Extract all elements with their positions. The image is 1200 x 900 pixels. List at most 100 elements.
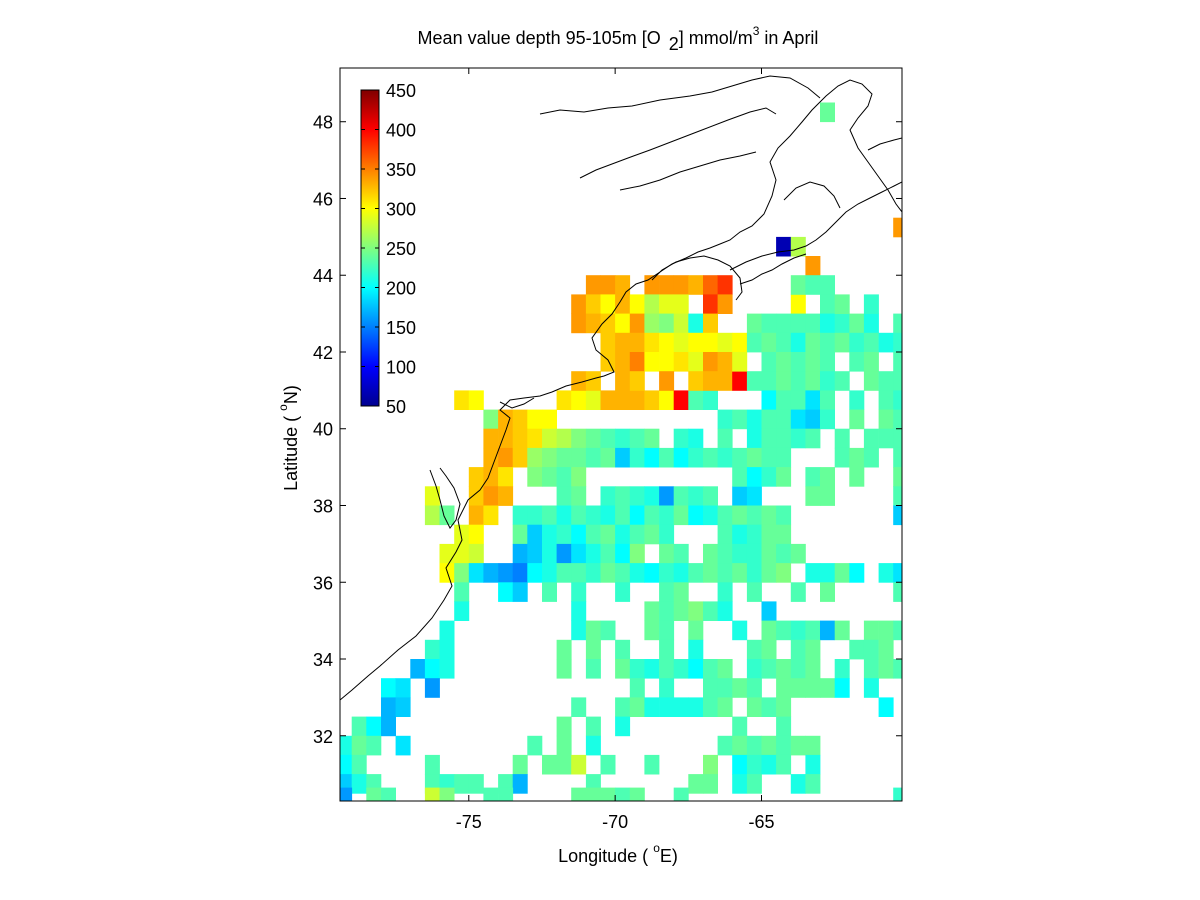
data-cell <box>629 332 645 353</box>
data-cell <box>644 313 660 334</box>
data-cell <box>571 447 587 468</box>
data-cell <box>556 754 572 775</box>
data-cell <box>615 524 631 545</box>
x-axis-ticks: -75 -70 -65 <box>456 68 775 832</box>
data-cell <box>600 447 616 468</box>
data-cell <box>863 678 879 698</box>
data-cell <box>834 332 850 353</box>
data-cell <box>820 620 835 641</box>
data-cell <box>790 313 806 334</box>
data-cell <box>688 659 704 679</box>
data-cell <box>340 754 353 775</box>
data-cell <box>615 313 631 334</box>
data-cell <box>571 787 587 801</box>
data-cell <box>424 754 440 775</box>
data-cell <box>571 505 587 526</box>
data-cell <box>878 697 894 717</box>
data-cell <box>673 390 689 410</box>
data-cell <box>790 236 806 257</box>
data-cell <box>717 697 733 717</box>
data-cell <box>863 294 879 314</box>
data-cell <box>688 639 704 660</box>
data-cells <box>340 102 902 801</box>
data-cell <box>629 543 645 564</box>
data-cell <box>542 505 557 526</box>
data-cell <box>615 371 631 391</box>
data-cell <box>600 332 616 353</box>
data-cell <box>893 563 902 583</box>
data-cell <box>688 447 704 468</box>
data-cell <box>703 774 718 794</box>
data-cell <box>644 447 660 468</box>
data-cell <box>732 505 748 526</box>
data-cell <box>834 371 850 391</box>
data-cell <box>732 716 748 737</box>
data-cell <box>746 505 762 526</box>
data-cell <box>761 735 777 756</box>
data-cell <box>776 390 792 410</box>
data-cell <box>571 371 587 391</box>
data-cell <box>820 582 835 602</box>
data-cell <box>615 294 631 314</box>
data-cell <box>717 524 733 545</box>
data-cell <box>498 486 514 506</box>
data-cell <box>454 524 470 545</box>
data-cell <box>893 467 902 487</box>
data-cell <box>688 352 704 372</box>
data-cell <box>790 294 806 314</box>
data-cell <box>746 371 762 391</box>
data-cell <box>585 639 601 660</box>
data-cell <box>805 563 821 583</box>
data-cell <box>468 505 484 526</box>
data-cell <box>863 371 879 391</box>
data-cell <box>732 409 748 430</box>
data-cell <box>893 447 902 468</box>
data-cell <box>805 678 821 698</box>
data-cell <box>659 390 675 410</box>
data-cell <box>893 217 902 238</box>
data-cell <box>878 409 894 430</box>
data-cell <box>644 428 660 449</box>
data-cell <box>351 754 367 775</box>
data-cell <box>673 313 689 334</box>
data-cell <box>629 678 645 698</box>
data-cell <box>498 409 514 430</box>
data-cell <box>805 620 821 641</box>
data-cell <box>527 447 543 468</box>
data-cell <box>644 601 660 621</box>
data-cell <box>439 659 455 679</box>
data-cell <box>688 620 704 641</box>
data-cell <box>542 754 557 775</box>
data-cell <box>893 371 902 391</box>
data-cell <box>732 524 748 545</box>
data-cell <box>615 275 631 295</box>
data-cell <box>688 275 704 295</box>
data-cell <box>849 352 865 372</box>
data-cell <box>776 697 792 717</box>
data-cell <box>688 371 704 391</box>
y-axis-label: Latitude ( oN) <box>276 385 301 491</box>
colorbar-tick-label: 300 <box>386 200 416 220</box>
data-cell <box>571 390 587 410</box>
data-cell <box>790 659 806 679</box>
data-cell <box>600 543 616 564</box>
data-cell <box>527 409 543 430</box>
data-cell <box>615 428 631 449</box>
data-cell <box>732 371 748 391</box>
data-cell <box>673 275 689 295</box>
data-cell <box>629 524 645 545</box>
data-cell <box>659 371 675 391</box>
data-cell <box>556 428 572 449</box>
data-cell <box>805 735 821 756</box>
data-cell <box>512 505 528 526</box>
data-cell <box>761 524 777 545</box>
data-cell <box>571 601 587 621</box>
data-cell <box>703 371 718 391</box>
data-cell <box>732 620 748 641</box>
data-cell <box>878 639 894 660</box>
data-cell <box>805 390 821 410</box>
data-cell <box>732 678 748 698</box>
y-axis-ticks: 32 34 36 38 40 42 44 46 48 <box>313 113 902 747</box>
data-cell <box>468 467 484 487</box>
data-cell <box>498 447 514 468</box>
